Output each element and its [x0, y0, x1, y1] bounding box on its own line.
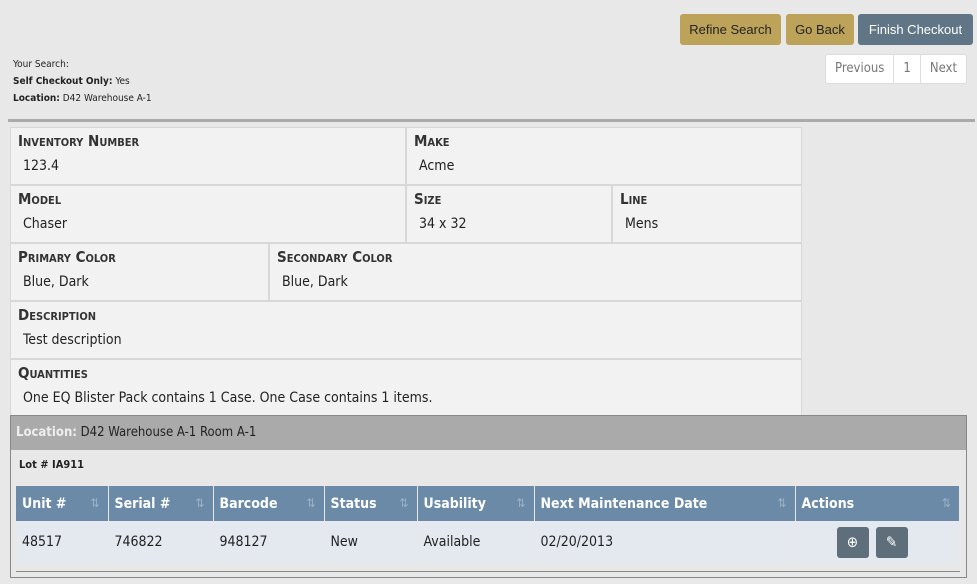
serial-cell: 746822 — [108, 521, 214, 563]
edit-icon: ✎ — [885, 532, 898, 551]
field-label: Inventory Number — [18, 132, 140, 150]
field-label: Line — [620, 190, 648, 208]
plus-circle-icon: ⊕ — [846, 532, 859, 551]
col-maintenance[interactable]: Next Maintenance Date ⇅ — [534, 486, 796, 521]
col-status[interactable]: Status ⇅ — [324, 486, 418, 521]
model-field: Model Chaser — [10, 185, 406, 243]
primary-color-field: Primary Color Blue, Dark — [10, 243, 269, 301]
field-label: Size — [414, 190, 442, 208]
col-usability[interactable]: Usability ⇅ — [417, 486, 535, 521]
field-label: Model — [18, 190, 62, 208]
col-unit[interactable]: Unit # ⇅ — [16, 486, 109, 521]
self-checkout-label: Self Checkout Only: — [13, 76, 113, 87]
barcode-cell: 948127 — [213, 521, 325, 563]
field-value: Mens — [625, 216, 659, 232]
col-barcode[interactable]: Barcode ⇅ — [213, 486, 325, 521]
field-value: Blue, Dark — [282, 274, 348, 290]
sort-icon: ⇅ — [941, 496, 951, 510]
field-label: Quantities — [18, 364, 88, 382]
col-serial[interactable]: Serial # ⇅ — [108, 486, 214, 521]
lot-number: Lot # IA911 — [19, 458, 85, 471]
pagination: Previous 1 Next — [825, 54, 968, 84]
field-label: Primary Color — [18, 248, 116, 266]
sort-icon: ⇅ — [90, 496, 100, 510]
field-value: Blue, Dark — [23, 274, 89, 290]
maintenance-cell: 02/20/2013 — [534, 521, 796, 563]
go-back-button[interactable]: Go Back — [786, 14, 854, 45]
field-value: 123.4 — [23, 158, 60, 174]
next-page[interactable]: Next — [929, 61, 958, 76]
unit-cell: 48517 — [16, 521, 109, 563]
edit-button[interactable]: ✎ — [875, 526, 908, 558]
field-value: Test description — [23, 332, 122, 348]
location-label: Location: — [13, 93, 60, 104]
description-field: Description Test description — [10, 301, 802, 359]
sort-icon: ⇅ — [399, 496, 409, 510]
status-cell: New — [324, 521, 418, 563]
location-panel: Location: D42 Warehouse A-1 Room A-1 Lot… — [10, 415, 967, 578]
line-field: Line Mens — [612, 185, 802, 243]
page-1[interactable]: 1 — [894, 55, 921, 83]
self-checkout-value: Yes — [115, 76, 130, 87]
location-header-value: D42 Warehouse A-1 Room A-1 — [80, 425, 257, 440]
sort-icon: ⇅ — [516, 496, 526, 510]
quantities-field: Quantities One EQ Blister Pack contains 1… — [10, 359, 802, 417]
previous-page[interactable]: Previous — [826, 55, 895, 83]
search-heading: Your Search: — [13, 59, 69, 70]
secondary-color-field: Secondary Color Blue, Dark — [269, 243, 802, 301]
field-value: 34 x 32 — [419, 216, 467, 232]
field-value: Acme — [419, 158, 455, 174]
refine-search-button[interactable]: Refine Search — [680, 14, 781, 45]
size-field: Size 34 x 32 — [406, 185, 612, 243]
field-value: One EQ Blister Pack contains 1 Case. One… — [23, 390, 433, 406]
field-label: Description — [18, 306, 97, 324]
location-header-label: Location: — [16, 425, 77, 440]
inventory-number-field: Inventory Number 123.4 — [10, 127, 406, 185]
table-row: 48517 746822 948127 New Available 02/20/… — [16, 521, 960, 563]
field-label: Make — [414, 132, 450, 150]
search-summary: Your Search: Self Checkout Only: Yes Loc… — [13, 56, 152, 107]
location-header: Location: D42 Warehouse A-1 Room A-1 — [11, 416, 966, 450]
sort-icon: ⇅ — [777, 496, 787, 510]
actions-cell: ⊕ ✎ — [795, 521, 960, 563]
make-field: Make Acme — [406, 127, 802, 185]
field-value: Chaser — [23, 216, 67, 232]
units-table: Unit # ⇅ Serial # ⇅ Barcode ⇅ Status ⇅ Usabi… — [16, 486, 960, 563]
add-button[interactable]: ⊕ — [836, 526, 869, 558]
location-value: D42 Warehouse A-1 — [62, 93, 152, 104]
col-actions[interactable]: Actions ⇅ — [795, 486, 960, 521]
usability-cell: Available — [417, 521, 535, 563]
field-label: Secondary Color — [277, 248, 393, 266]
sort-icon: ⇅ — [195, 496, 205, 510]
sort-icon: ⇅ — [306, 496, 316, 510]
finish-checkout-button[interactable]: Finish Checkout — [858, 14, 973, 45]
divider — [16, 571, 960, 572]
